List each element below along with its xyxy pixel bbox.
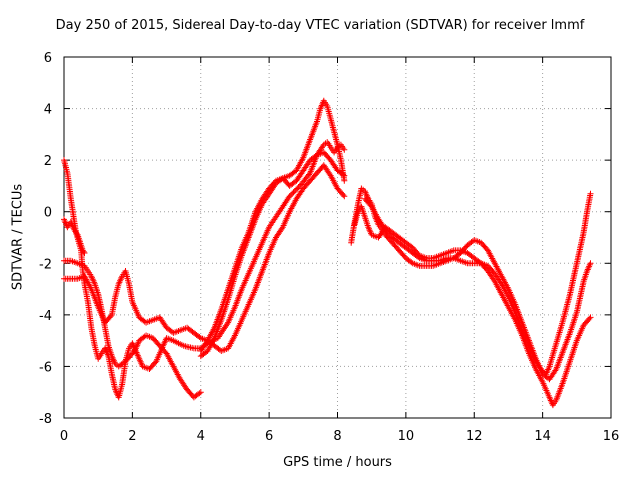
data-point xyxy=(341,177,348,184)
data-point xyxy=(81,250,88,256)
data-point xyxy=(408,259,415,266)
data-point xyxy=(312,153,319,159)
data-point xyxy=(340,192,347,198)
y-tick-label: 4 xyxy=(44,103,52,118)
y-tick-label: 2 xyxy=(44,154,52,169)
data-point xyxy=(341,172,348,179)
x-tick-label: 8 xyxy=(333,429,341,444)
data-point xyxy=(196,390,203,397)
data-point xyxy=(340,171,346,178)
x-tick-label: 4 xyxy=(197,429,205,444)
series-h xyxy=(351,203,594,409)
y-axis-label: SDTVAR / TECUs xyxy=(10,183,26,291)
series-f xyxy=(197,149,348,354)
x-tick-label: 12 xyxy=(466,429,483,444)
y-tick-label: -4 xyxy=(39,309,52,324)
x-tick-label: 10 xyxy=(398,429,415,444)
series-b xyxy=(61,216,88,256)
x-tick-label: 0 xyxy=(60,429,68,444)
axis-ticks: 0 2 4 6 8 10 12 14 16 -8 -6 -4 -2 0 2 4 6 xyxy=(39,51,619,444)
data-point xyxy=(319,143,326,150)
data-point xyxy=(196,334,203,340)
y-tick-label: -6 xyxy=(39,360,52,375)
data-point xyxy=(341,193,348,200)
data-point xyxy=(197,389,204,396)
x-axis-label: GPS time / hours xyxy=(283,455,392,470)
y-tick-label: 6 xyxy=(44,51,52,66)
series-i xyxy=(361,190,594,378)
data-point xyxy=(287,192,294,198)
series-g xyxy=(348,185,594,383)
x-tick-label: 2 xyxy=(128,429,136,444)
data-point xyxy=(293,186,299,193)
grid-lines xyxy=(64,57,611,418)
data-point xyxy=(294,185,301,192)
data-point xyxy=(587,260,594,267)
data-point xyxy=(289,190,296,197)
x-tick-label: 14 xyxy=(534,429,551,444)
y-tick-label: 0 xyxy=(44,206,52,221)
data-series xyxy=(61,97,594,409)
chart-title: Day 250 of 2015, Sidereal Day-to-day VTE… xyxy=(55,18,585,33)
data-point xyxy=(415,254,422,261)
y-tick-label: -2 xyxy=(39,257,52,272)
y-tick-label: -8 xyxy=(39,412,52,427)
data-point xyxy=(586,315,593,322)
data-point xyxy=(341,146,348,153)
x-tick-label: 6 xyxy=(265,429,273,444)
data-point xyxy=(587,190,594,197)
data-point xyxy=(587,314,594,321)
series-a xyxy=(61,139,348,401)
series-d xyxy=(61,162,348,354)
x-tick-label: 16 xyxy=(603,429,620,444)
data-point xyxy=(80,248,87,255)
